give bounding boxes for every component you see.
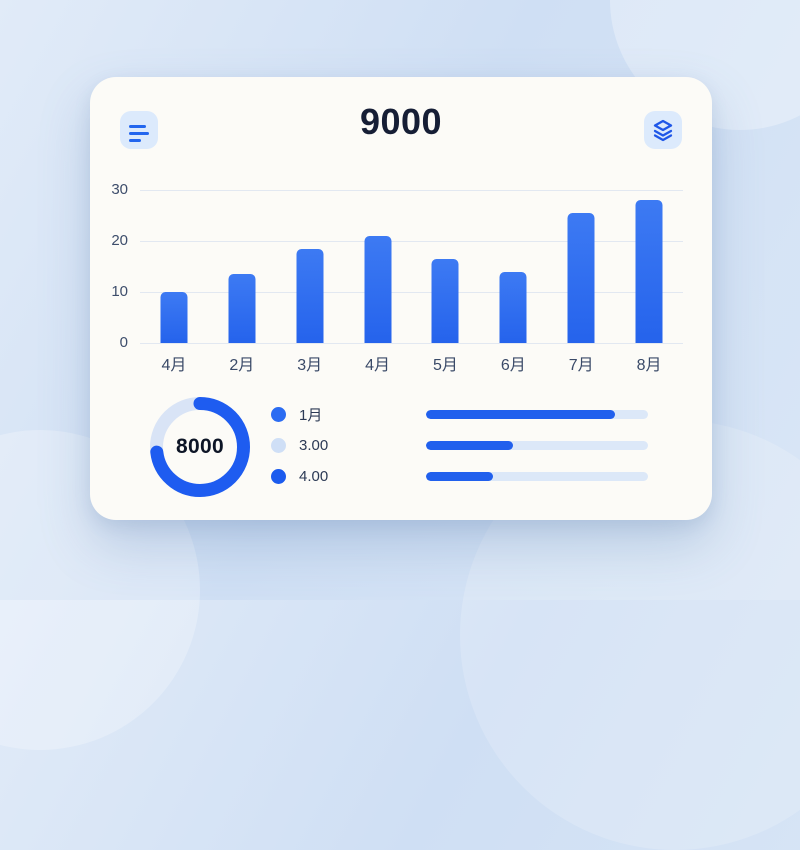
bar-6月 — [499, 271, 527, 343]
progress-fill — [426, 472, 493, 481]
bar-slot — [140, 190, 208, 343]
bar-slot — [276, 190, 344, 343]
gridline — [140, 343, 683, 344]
legend-label: 1月 — [299, 407, 323, 424]
progress-bars — [426, 399, 648, 492]
bar-4月 — [364, 235, 392, 343]
bar-slot — [344, 190, 412, 343]
x-tick-label: 7月 — [568, 357, 594, 374]
chart-plot-area — [140, 190, 683, 343]
gridline — [140, 190, 683, 191]
x-tick-label: 4月 — [365, 357, 391, 374]
bar-slot — [479, 190, 547, 343]
donut-center-label: 8000 — [176, 435, 224, 458]
bar-5月 — [431, 258, 459, 343]
x-tick-label: 2月 — [229, 357, 255, 374]
legend-dot-icon — [271, 438, 286, 453]
legend-label: 4.00 — [299, 468, 329, 485]
progress-fill — [426, 410, 615, 419]
gridline — [140, 241, 683, 242]
bar-3月 — [296, 248, 324, 343]
y-tick-label: 20 — [111, 232, 128, 249]
progress-track — [426, 410, 648, 419]
bar-4月 — [160, 292, 188, 343]
chart-x-axis: 4月 2月 3月 4月 5月 6月 7月 8月 — [140, 351, 683, 375]
bar-slot — [615, 190, 683, 343]
dashboard-card: 9000 30 20 10 0 4月 2月 3月 4月 5月 6月 7月 8月 8000 1月 3.0… — [90, 77, 712, 520]
bar-2月 — [228, 274, 256, 343]
progress-row — [426, 461, 648, 492]
progress-row — [426, 430, 648, 461]
header-title: 9000 — [359, 101, 443, 142]
x-tick-label: 6月 — [500, 357, 526, 374]
bar-slot — [208, 190, 276, 343]
layers-icon — [653, 119, 673, 142]
progress-track — [426, 472, 648, 481]
progress-fill — [426, 441, 513, 450]
y-tick-label: 30 — [111, 181, 128, 198]
legend-dot-icon — [271, 407, 286, 422]
x-tick-label: 8月 — [636, 357, 662, 374]
layers-button[interactable] — [644, 111, 682, 149]
y-tick-label: 0 — [119, 334, 128, 351]
legend-dot-icon — [271, 469, 286, 484]
menu-button[interactable] — [120, 111, 158, 149]
bar-slot — [412, 190, 480, 343]
legend-item: 3.00 — [271, 430, 328, 461]
legend-item: 1月 — [271, 399, 328, 430]
progress-track — [426, 441, 648, 450]
legend-item: 4.00 — [271, 461, 328, 492]
bar-7月 — [567, 212, 595, 343]
gridline — [140, 292, 683, 293]
bar-chart: 30 20 10 0 4月 2月 3月 4月 5月 6月 7月 8月 — [90, 177, 712, 377]
donut-arc — [150, 397, 250, 497]
chart-legend: 1月 3.00 4.00 — [271, 399, 328, 492]
x-tick-label: 3月 — [297, 357, 323, 374]
x-tick-label: 5月 — [432, 357, 458, 374]
bar-slot — [547, 190, 615, 343]
x-tick-label: 4月 — [161, 357, 187, 374]
progress-row — [426, 399, 648, 430]
donut-chart: 8000 — [144, 391, 256, 503]
bar-8月 — [635, 200, 663, 343]
y-tick-label: 10 — [111, 283, 128, 300]
legend-label: 3.00 — [299, 437, 329, 454]
filter-lines-icon — [129, 118, 149, 143]
